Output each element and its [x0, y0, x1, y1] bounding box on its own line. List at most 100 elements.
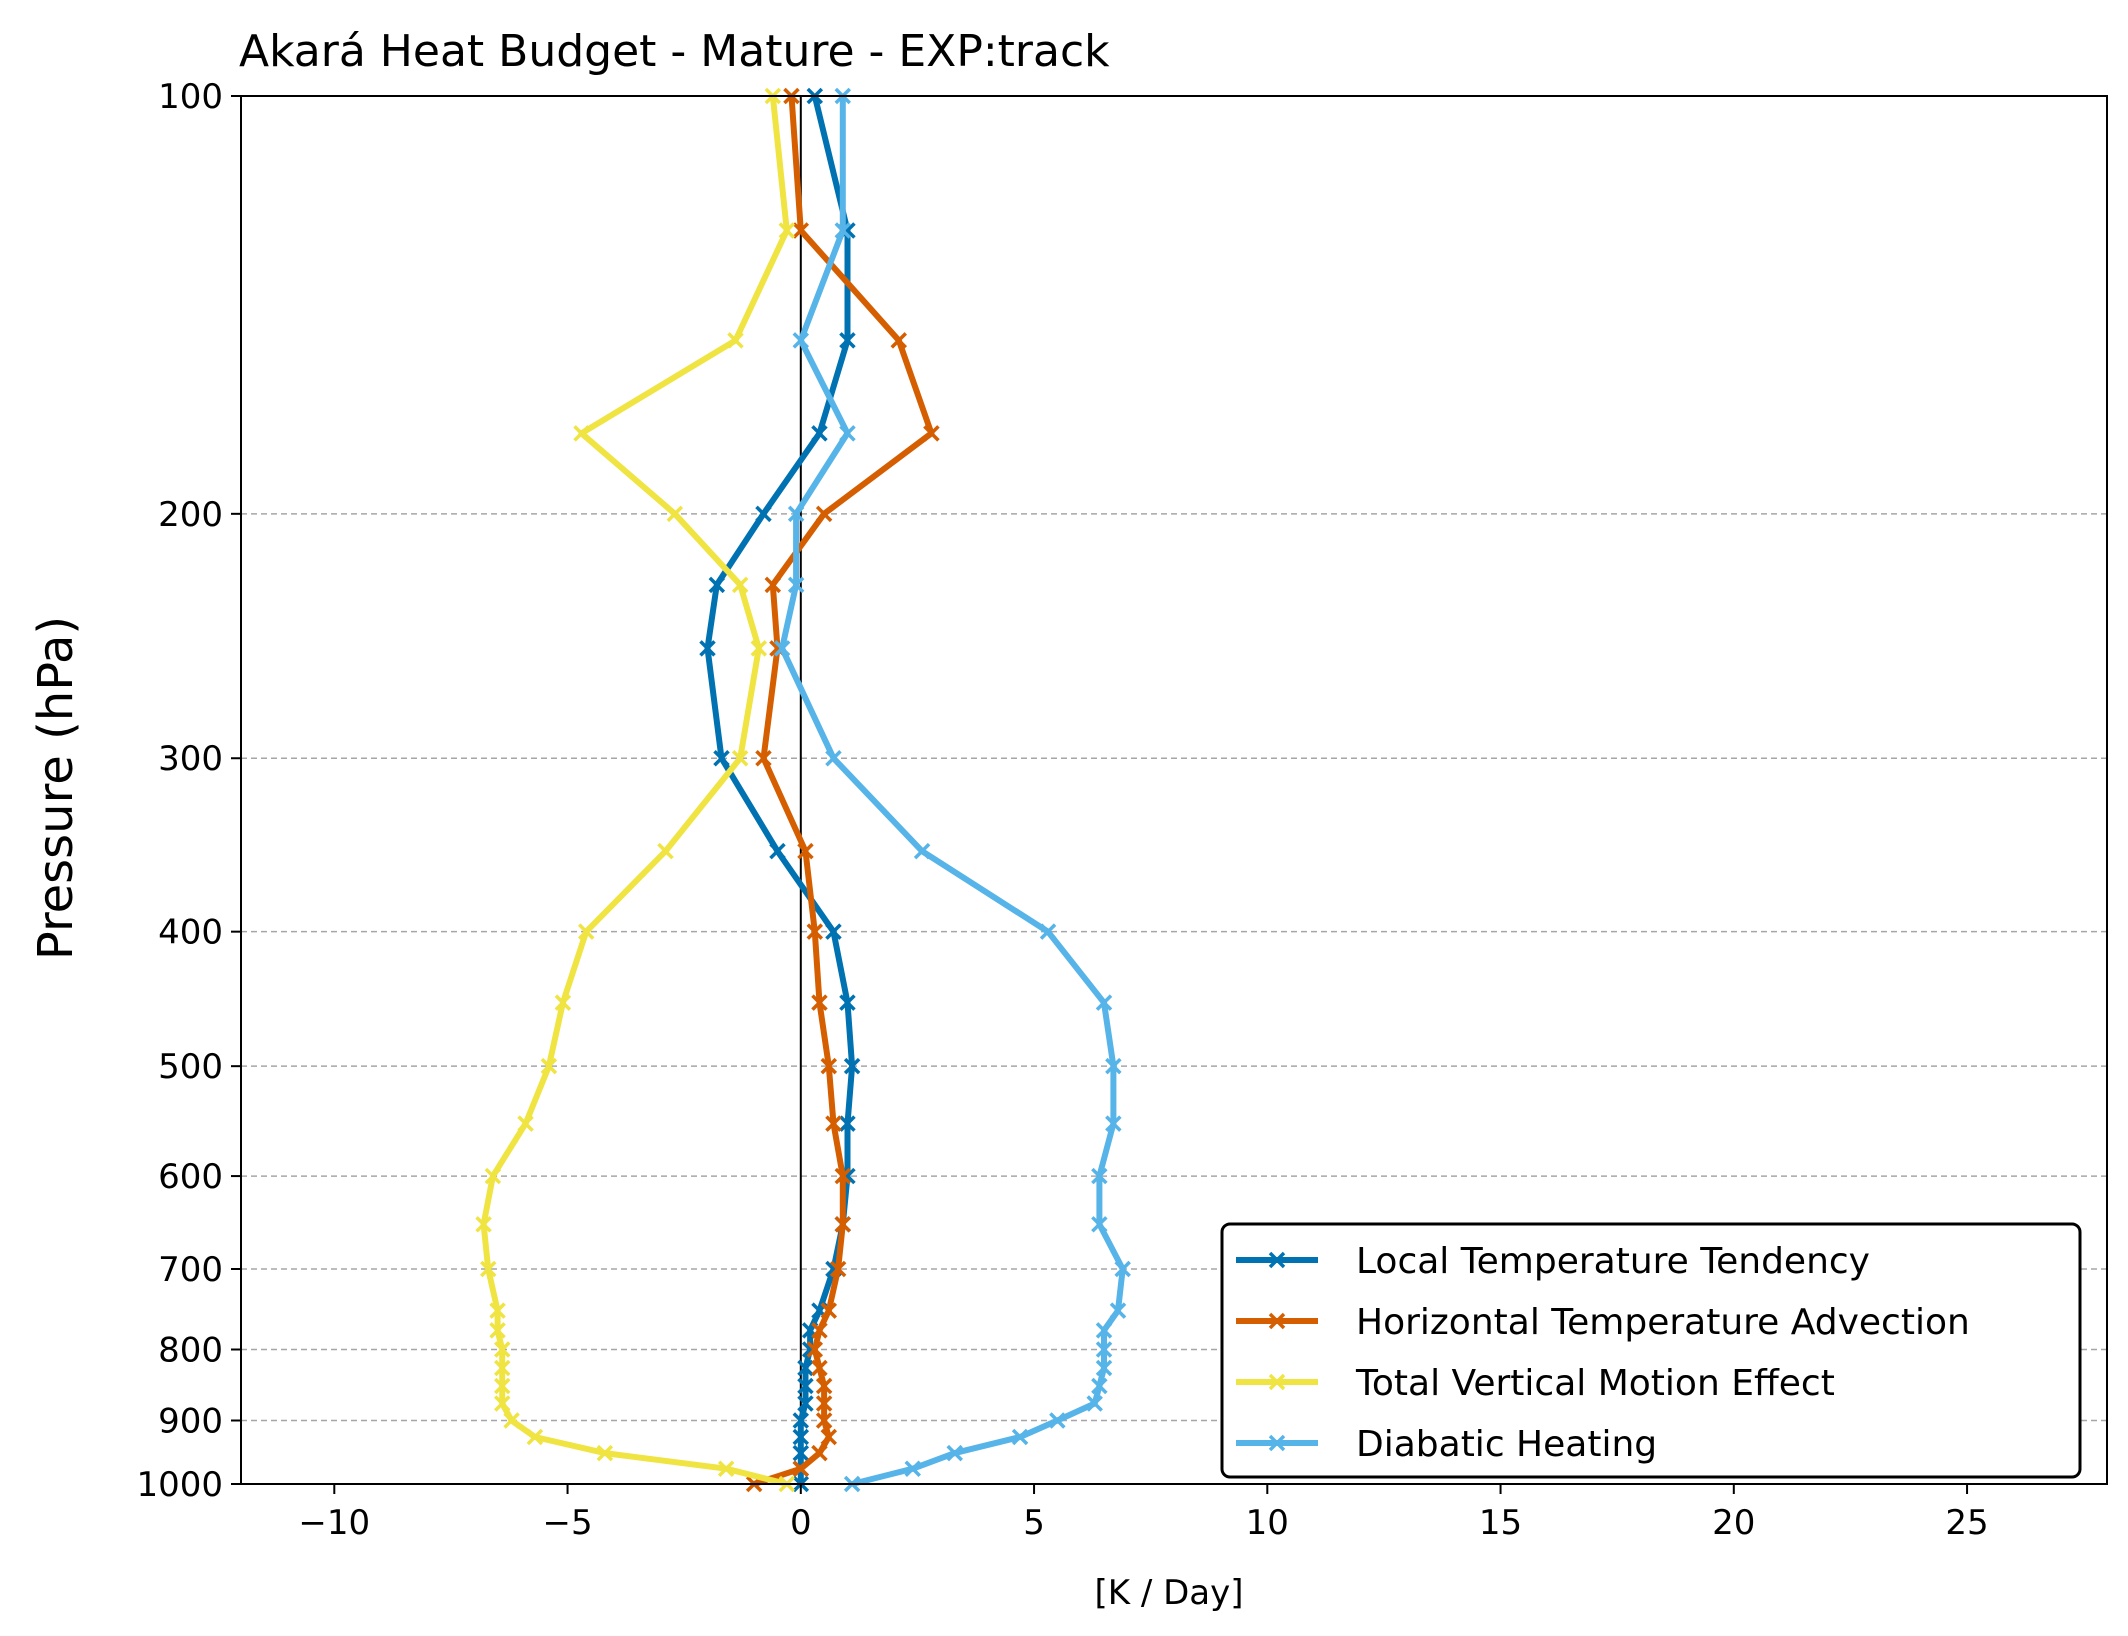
data-point-marker: [755, 750, 772, 767]
x-tick-label: −5: [542, 1503, 592, 1543]
series-4: [773, 87, 1131, 1493]
data-point-marker: [811, 1359, 828, 1377]
data-point-marker: [834, 1167, 852, 1185]
plot-frame: [240, 95, 2108, 1485]
x-tick-label: 5: [1023, 1503, 1045, 1543]
y-tick-label: 700: [158, 1250, 223, 1290]
data-point-marker: [811, 1444, 828, 1462]
data-point-marker: [792, 1428, 810, 1446]
data-point-marker: [764, 576, 782, 594]
data-point-marker: [839, 1115, 856, 1132]
data-point-marker: [1091, 1167, 1108, 1185]
data-point-marker: [1095, 994, 1113, 1011]
data-point-marker: [554, 994, 572, 1011]
data-point-marker: [839, 994, 856, 1011]
x-tick-label: 15: [1479, 1503, 1522, 1543]
data-point-marker: [1105, 1057, 1122, 1075]
data-point-marker: [1105, 1115, 1122, 1132]
legend-marker: [1268, 1312, 1286, 1330]
y-tick-label: 800: [158, 1330, 223, 1370]
data-point-marker: [1091, 1216, 1108, 1233]
data-point-marker: [1086, 1395, 1103, 1412]
legend-box: [1220, 1222, 2082, 1479]
data-point-marker: [699, 640, 716, 657]
legend-label: Total Vertical Motion Effect: [1355, 1363, 1835, 1404]
data-point-marker: [797, 1395, 814, 1412]
y-tick-label: 500: [158, 1047, 223, 1087]
series-3: [475, 87, 796, 1493]
data-point-marker: [503, 1412, 520, 1429]
legend: Local Temperature Tendency Horizontal Tem…: [1220, 1222, 2082, 1479]
data-point-marker: [727, 332, 744, 349]
data-point-marker: [494, 1377, 511, 1395]
data-point-marker: [1095, 1359, 1113, 1377]
data-point-marker: [806, 1341, 824, 1358]
data-point-marker: [526, 1428, 544, 1446]
data-point-marker: [913, 842, 931, 860]
data-point-marker: [494, 1359, 511, 1377]
legend-label: Horizontal Temperature Advection: [1356, 1302, 1970, 1343]
data-point-marker: [596, 1444, 614, 1462]
data-point-marker: [1011, 1428, 1029, 1446]
data-point-marker: [494, 1341, 511, 1358]
data-point-marker: [540, 1057, 558, 1075]
data-point-marker: [797, 1377, 814, 1395]
y-tick-label: 100: [158, 77, 223, 117]
data-point-marker: [1109, 1302, 1127, 1319]
legend-label: Diabatic Heating: [1356, 1424, 1657, 1465]
data-point-marker: [475, 1216, 492, 1233]
data-point-marker: [484, 1167, 502, 1185]
data-point-marker: [778, 222, 796, 239]
data-point-marker: [480, 1260, 497, 1278]
y-tick-label: 900: [158, 1401, 223, 1441]
chart-title: Akará Heat Budget - Mature - EXP:track: [239, 26, 1110, 77]
data-point-marker: [792, 332, 810, 349]
x-tick-label: 0: [790, 1503, 812, 1543]
data-point-marker: [1091, 1377, 1108, 1395]
data-point-marker: [843, 1057, 861, 1075]
data-point-marker: [815, 505, 833, 523]
data-point-marker: [494, 1395, 511, 1412]
data-point-marker: [820, 1428, 838, 1446]
data-point-marker: [797, 1359, 814, 1377]
axis-ticks: −10 −5 0 5 10 15 20 25 100 200 300 400 500 600 700 800 9…: [136, 77, 1988, 1543]
x-tick-label: −10: [298, 1503, 370, 1543]
data-point-marker: [923, 425, 940, 442]
data-point-marker: [1114, 1260, 1131, 1278]
data-point-marker: [773, 640, 791, 657]
y-tick-label: 1000: [136, 1465, 223, 1505]
data-point-marker: [577, 923, 595, 940]
data-point-marker: [792, 222, 810, 239]
data-point-marker: [792, 1412, 810, 1429]
data-point-marker: [820, 1302, 838, 1319]
data-point-marker: [489, 1302, 506, 1319]
legend-marker: [1268, 1251, 1286, 1269]
data-point-marker: [750, 640, 768, 657]
y-tick-label: 400: [158, 913, 223, 953]
data-point-marker: [1095, 1322, 1113, 1339]
x-tick-label: 25: [1945, 1503, 1988, 1543]
data-point-marker: [834, 222, 852, 239]
data-point-marker: [731, 576, 749, 594]
x-axis-label: [K / Day]: [1094, 1573, 1243, 1613]
data-point-marker: [1039, 923, 1057, 940]
x-tick-label: 20: [1712, 1503, 1755, 1543]
data-point-marker: [792, 1444, 810, 1462]
data-point-marker: [806, 923, 824, 940]
data-point-marker: [825, 750, 842, 767]
data-point-marker: [839, 332, 856, 349]
data-point-marker: [834, 1216, 852, 1233]
data-point-marker: [1095, 1341, 1113, 1358]
data-point-marker: [717, 1460, 735, 1477]
data-point-marker: [769, 842, 786, 860]
data-point-marker: [1049, 1412, 1066, 1429]
legend-entry-1: Local Temperature Tendency: [1236, 1241, 1870, 1282]
x-tick-label: 10: [1246, 1503, 1289, 1543]
legend-entry-3: Total Vertical Motion Effect: [1236, 1363, 1835, 1404]
data-point-marker: [839, 425, 856, 442]
data-point-marker: [797, 842, 814, 860]
data-point-marker: [755, 505, 772, 523]
data-point-marker: [811, 1322, 828, 1339]
data-point-marker: [811, 425, 828, 442]
